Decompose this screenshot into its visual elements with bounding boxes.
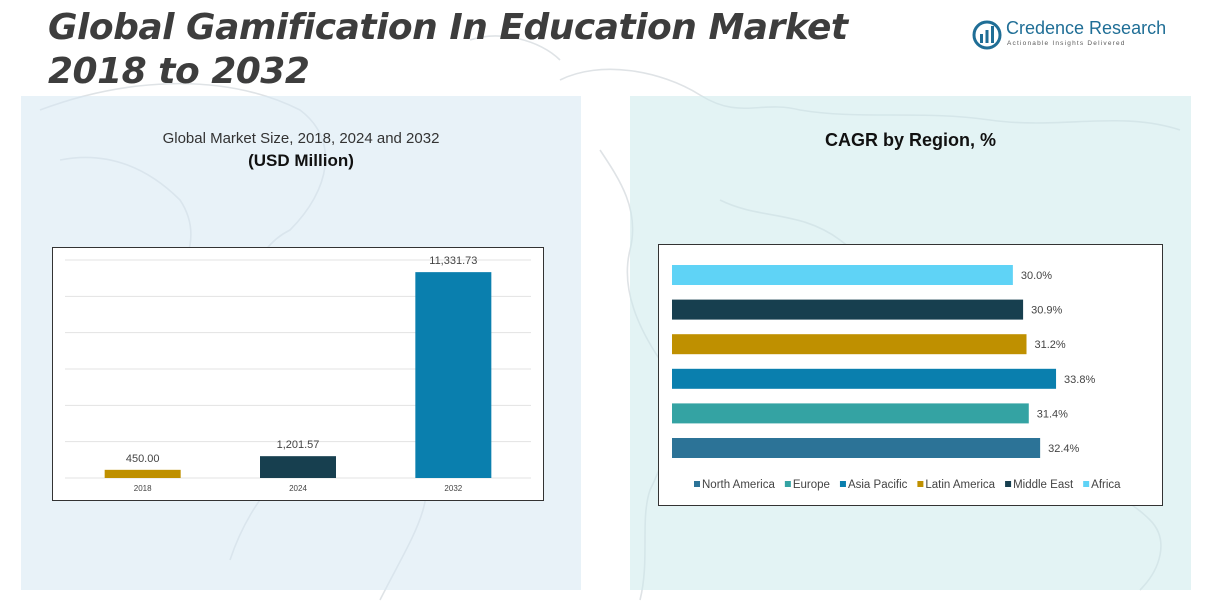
market-size-chart: 450.00 2018 1,201.57 2024 11,331.73 2032 xyxy=(65,255,531,493)
market-size-unit: (USD Million) xyxy=(248,151,354,170)
cagr-panel: CAGR by Region, % 30.0% 30.9% 31.2% 33.8% 31… xyxy=(630,96,1191,590)
legend-item-africa: Africa xyxy=(1083,479,1121,491)
data-label-2024: 1,201.57 xyxy=(277,439,320,451)
legend-swatch-latin-america xyxy=(917,481,924,487)
cagr-chart-frame: 30.0% 30.9% 31.2% 33.8% 31.4% 32.4% North Amer… xyxy=(658,244,1163,506)
legend-label-middle-east: Middle East xyxy=(1013,479,1074,491)
legend-label-north-america: North America xyxy=(702,479,775,491)
cagr-title: CAGR by Region, % xyxy=(824,130,996,150)
bar-africa xyxy=(672,265,1013,285)
data-label-2018: 450.00 xyxy=(126,453,160,465)
x-tick-label-2018: 2018 xyxy=(134,484,152,493)
bar-2024 xyxy=(260,456,336,478)
cagr-chart: 30.0% 30.9% 31.2% 33.8% 31.4% 32.4% North Amer… xyxy=(672,265,1121,491)
legend-item-middle-east: Middle East xyxy=(1005,479,1074,491)
legend-item-north-america: North America xyxy=(694,479,775,491)
data-label-2032: 11,331.73 xyxy=(429,255,477,267)
bar-2018 xyxy=(104,469,181,478)
data-label-middle-east: 30.9% xyxy=(1031,305,1062,317)
legend-label-europe: Europe xyxy=(793,479,830,491)
legend-swatch-middle-east xyxy=(1005,481,1012,487)
data-label-latin-america: 31.2% xyxy=(1035,339,1066,351)
bar-2032 xyxy=(415,272,492,478)
legend-item-latin-america: Latin America xyxy=(917,479,996,491)
market-size-chart-frame: 450.00 2018 1,201.57 2024 11,331.73 2032 xyxy=(52,247,544,501)
bar-middle-east xyxy=(672,299,1024,320)
legend-swatch-africa xyxy=(1083,481,1090,487)
credence-logo-icon xyxy=(972,20,1002,50)
legend-label-asia-pacific: Asia Pacific xyxy=(848,479,908,491)
page-title: Global Gamification In Education Market … xyxy=(48,7,848,92)
brand-tagline: Actionable Insights Delivered xyxy=(1007,40,1126,47)
bar-latin-america xyxy=(672,334,1027,355)
legend-item-asia-pacific: Asia Pacific xyxy=(839,479,908,491)
legend-label-africa: Africa xyxy=(1091,479,1121,491)
legend-swatch-asia-pacific xyxy=(839,481,846,487)
market-size-title: Global Market Size, 2018, 2024 and 2032 xyxy=(162,130,440,147)
legend-item-europe: Europe xyxy=(784,479,830,491)
bar-europe xyxy=(672,403,1029,424)
x-tick-label-2032: 2032 xyxy=(444,484,462,493)
bar-asia-pacific xyxy=(672,368,1057,389)
legend-label-latin-america: Latin America xyxy=(925,479,995,491)
brand-name: Credence Research xyxy=(1006,18,1167,38)
bar-north-america xyxy=(672,438,1041,458)
brand-logo: Credence Research Actionable Insights De… xyxy=(972,18,1172,54)
legend-swatch-europe xyxy=(784,481,791,487)
x-tick-label-2024: 2024 xyxy=(289,484,307,493)
data-label-asia-pacific: 33.8% xyxy=(1064,374,1095,386)
data-label-europe: 31.4% xyxy=(1037,408,1068,420)
data-label-north-america: 32.4% xyxy=(1048,443,1079,455)
market-size-panel: Global Market Size, 2018, 2024 and 2032 … xyxy=(21,96,581,590)
legend-swatch-north-america xyxy=(694,481,700,487)
data-label-africa: 30.0% xyxy=(1021,270,1052,282)
